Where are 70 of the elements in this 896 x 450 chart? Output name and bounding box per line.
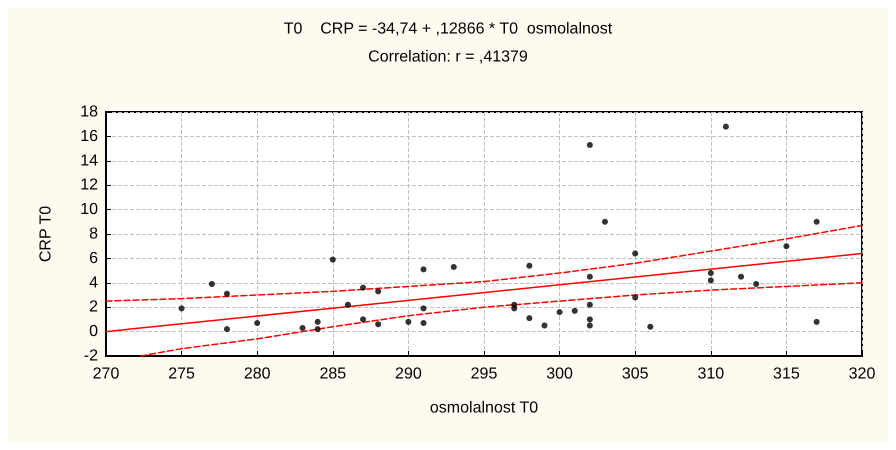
- point: [420, 305, 427, 312]
- x-tick-label: 305: [622, 366, 649, 382]
- point: [511, 305, 518, 312]
- x-tick-label: 290: [395, 366, 422, 382]
- y-axis-title: CRP T0: [38, 206, 54, 262]
- point: [586, 142, 593, 148]
- y-tick-label: 18: [80, 104, 98, 120]
- point: [783, 243, 790, 250]
- y-tick-label: 0: [89, 323, 98, 340]
- x-tick-label: 270: [92, 366, 120, 382]
- point: [375, 288, 382, 294]
- x-tick-label: 295: [470, 366, 498, 382]
- x-tick-label: 310: [697, 366, 724, 382]
- point: [602, 218, 608, 225]
- point: [632, 250, 638, 257]
- point: [586, 302, 593, 308]
- point: [405, 318, 412, 325]
- point: [738, 274, 744, 280]
- point: [330, 256, 336, 263]
- point: [814, 218, 820, 225]
- point: [208, 281, 215, 288]
- point: [450, 264, 457, 270]
- point: [420, 266, 427, 272]
- point: [586, 274, 593, 280]
- point: [420, 320, 427, 326]
- point: [526, 262, 532, 269]
- x-tick-label: 275: [168, 366, 196, 382]
- x-tick-label: 280: [244, 366, 271, 382]
- point: [586, 316, 593, 322]
- y-tick-label: 10: [80, 201, 98, 218]
- line-series: [105, 224, 863, 302]
- point: [360, 284, 366, 291]
- y-tick-label: 14: [80, 152, 98, 170]
- point: [300, 324, 306, 331]
- point: [541, 322, 548, 328]
- point: [344, 302, 351, 308]
- point: [814, 318, 820, 325]
- y-tick-label: 12: [80, 176, 98, 194]
- point: [314, 318, 321, 325]
- y-tick-label: 6: [89, 250, 98, 267]
- point: [708, 277, 714, 284]
- point: [556, 309, 563, 316]
- point: [375, 321, 382, 328]
- point: [722, 124, 729, 130]
- point: [647, 324, 654, 330]
- point: [586, 322, 593, 328]
- point: [178, 305, 185, 312]
- x-axis-title: osmolalnost T0: [430, 400, 538, 416]
- point: [572, 308, 578, 314]
- chart-title: T0 CRP = -34,74 + ,12866 * T0 osmolalnost: [284, 20, 613, 38]
- point: [708, 270, 714, 276]
- y-tick-label: 2: [89, 298, 98, 316]
- point: [632, 294, 638, 300]
- x-tick-label: 300: [546, 366, 574, 382]
- point: [224, 290, 230, 297]
- point: [526, 315, 532, 322]
- point: [254, 320, 260, 326]
- chart-subtitle: Correlation: r = ,41379: [368, 48, 528, 66]
- point: [360, 316, 366, 322]
- y-tick-label: -2: [84, 348, 98, 364]
- y-tick-label: 8: [89, 226, 98, 242]
- x-tick-label: 320: [848, 366, 876, 382]
- y-tick-label: 16: [80, 128, 98, 145]
- point: [753, 281, 760, 288]
- x-tick-label: 285: [319, 366, 346, 382]
- y-tick-label: 4: [89, 274, 98, 292]
- point: [224, 326, 230, 332]
- point: [314, 326, 321, 332]
- x-tick-label: 315: [773, 366, 800, 382]
- line-series: [140, 282, 863, 357]
